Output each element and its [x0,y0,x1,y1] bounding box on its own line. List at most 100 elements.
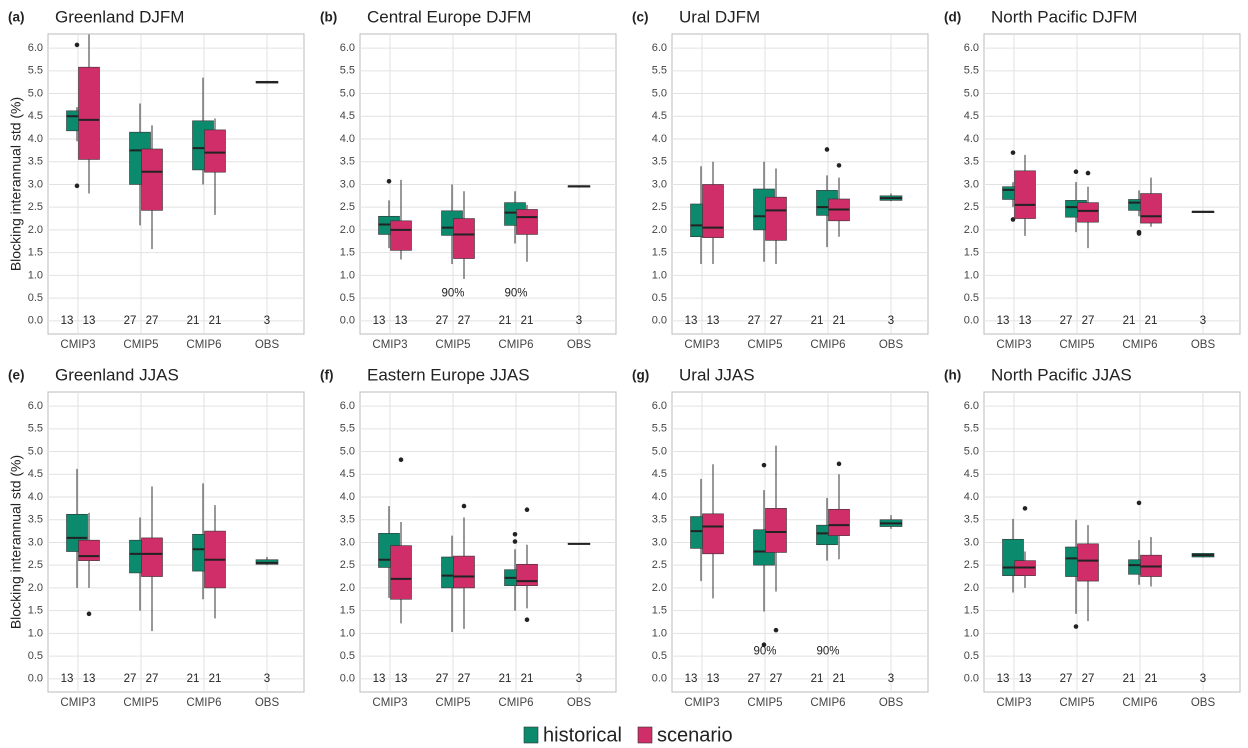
y-tick-label: 0.5 [652,650,667,662]
count-label: 27 [770,673,783,685]
y-tick-label: 2.0 [652,224,667,236]
x-tick-label: OBS [879,339,904,351]
x-tick-label: CMIP5 [435,339,470,351]
x-tick-label: OBS [567,339,592,351]
y-tick-label: 5.5 [340,65,355,77]
x-tick-label: OBS [1191,697,1216,709]
count-label: 27 [146,315,159,327]
panel-label: (b) [320,10,337,25]
outlier [1010,217,1016,222]
count-label: 27 [436,315,449,327]
x-tick-label: CMIP6 [186,697,221,709]
box [702,513,724,555]
outlier [761,642,767,648]
count-label: 27 [124,315,137,327]
y-tick-label: 2.0 [340,224,355,236]
count-label: 3 [888,315,894,327]
count-label: 13 [83,315,96,327]
count-label: 27 [748,315,761,327]
count-label: 21 [1123,673,1136,685]
box [516,563,538,586]
box [78,66,100,160]
panel-title: Central Europe DJFM [367,7,531,26]
x-tick-label: CMIP6 [810,697,845,709]
box [1140,193,1162,224]
y-tick-label: 2.5 [964,559,979,571]
count-label: 21 [833,315,846,327]
y-tick-label: 3.5 [964,514,979,526]
box [78,539,100,561]
box [390,545,412,600]
annotation: 90% [753,646,776,658]
y-tick-label: 4.5 [340,110,355,122]
x-tick-label: CMIP6 [1122,697,1157,709]
count-label: 27 [1060,315,1073,327]
count-label: 21 [209,673,222,685]
y-tick-label: 4.0 [28,133,43,145]
y-tick-label: 1.5 [964,247,979,259]
x-tick-label: CMIP6 [1122,339,1157,351]
count-label: 21 [499,315,512,327]
outlier [1073,624,1079,629]
x-tick-label: CMIP3 [684,339,719,351]
box [390,220,412,251]
x-tick-label: CMIP5 [747,697,782,709]
y-tick-label: 2.5 [652,201,667,213]
count-label: 13 [61,673,74,685]
y-tick-label: 1.0 [340,269,355,281]
panel-label: (f) [320,368,334,383]
x-tick-label: OBS [567,697,592,709]
panel-title: Ural DJFM [679,7,760,26]
box [453,555,475,589]
outlier [1022,506,1028,511]
y-axis-label: Blocking interannual std (%) [8,455,24,629]
count-label: 21 [833,673,846,685]
x-tick-label: CMIP3 [996,339,1031,351]
count-label: 21 [187,315,200,327]
y-tick-label: 5.5 [28,423,43,435]
panel-label: (h) [944,368,961,383]
y-tick-label: 5.0 [964,445,979,457]
y-tick-label: 2.5 [340,559,355,571]
y-tick-label: 3.5 [652,156,667,168]
y-tick-label: 0.0 [340,673,355,685]
count-label: 27 [124,673,137,685]
y-tick-label: 6.0 [964,42,979,54]
x-tick-label: CMIP3 [372,697,407,709]
y-tick-label: 0.5 [28,292,43,304]
y-tick-label: 4.5 [652,110,667,122]
count-label: 3 [888,673,894,685]
panel-label: (d) [944,10,961,25]
outlier [1073,169,1079,175]
count-label: 27 [458,673,471,685]
y-tick-label: 1.0 [28,269,43,281]
y-tick-label: 2.5 [28,559,43,571]
y-tick-label: 3.0 [964,536,979,548]
x-tick-label: CMIP5 [123,339,158,351]
y-tick-label: 5.5 [964,65,979,77]
y-tick-label: 1.0 [340,627,355,639]
count-label: 21 [1145,315,1158,327]
y-tick-label: 1.0 [652,269,667,281]
x-tick-label: CMIP3 [996,697,1031,709]
y-tick-label: 1.0 [964,627,979,639]
y-tick-label: 0.0 [652,673,667,685]
panel-title: North Pacific JJAS [991,365,1132,384]
y-tick-label: 3.0 [652,178,667,190]
y-tick-label: 3.5 [340,156,355,168]
x-tick-label: CMIP5 [747,339,782,351]
y-tick-label: 0.0 [964,673,979,685]
x-tick-label: CMIP5 [1059,697,1094,709]
panel-title: Greenland DJFM [55,7,184,26]
y-tick-label: 3.5 [340,514,355,526]
outlier [836,461,842,467]
count-label: 13 [1019,315,1032,327]
y-tick-label: 2.0 [964,582,979,594]
y-tick-label: 6.0 [964,400,979,412]
count-label: 13 [997,673,1010,685]
y-tick-label: 4.0 [340,133,355,145]
count-label: 21 [521,673,534,685]
annotation: 90% [816,646,839,658]
count-label: 13 [373,315,386,327]
box [141,537,163,577]
